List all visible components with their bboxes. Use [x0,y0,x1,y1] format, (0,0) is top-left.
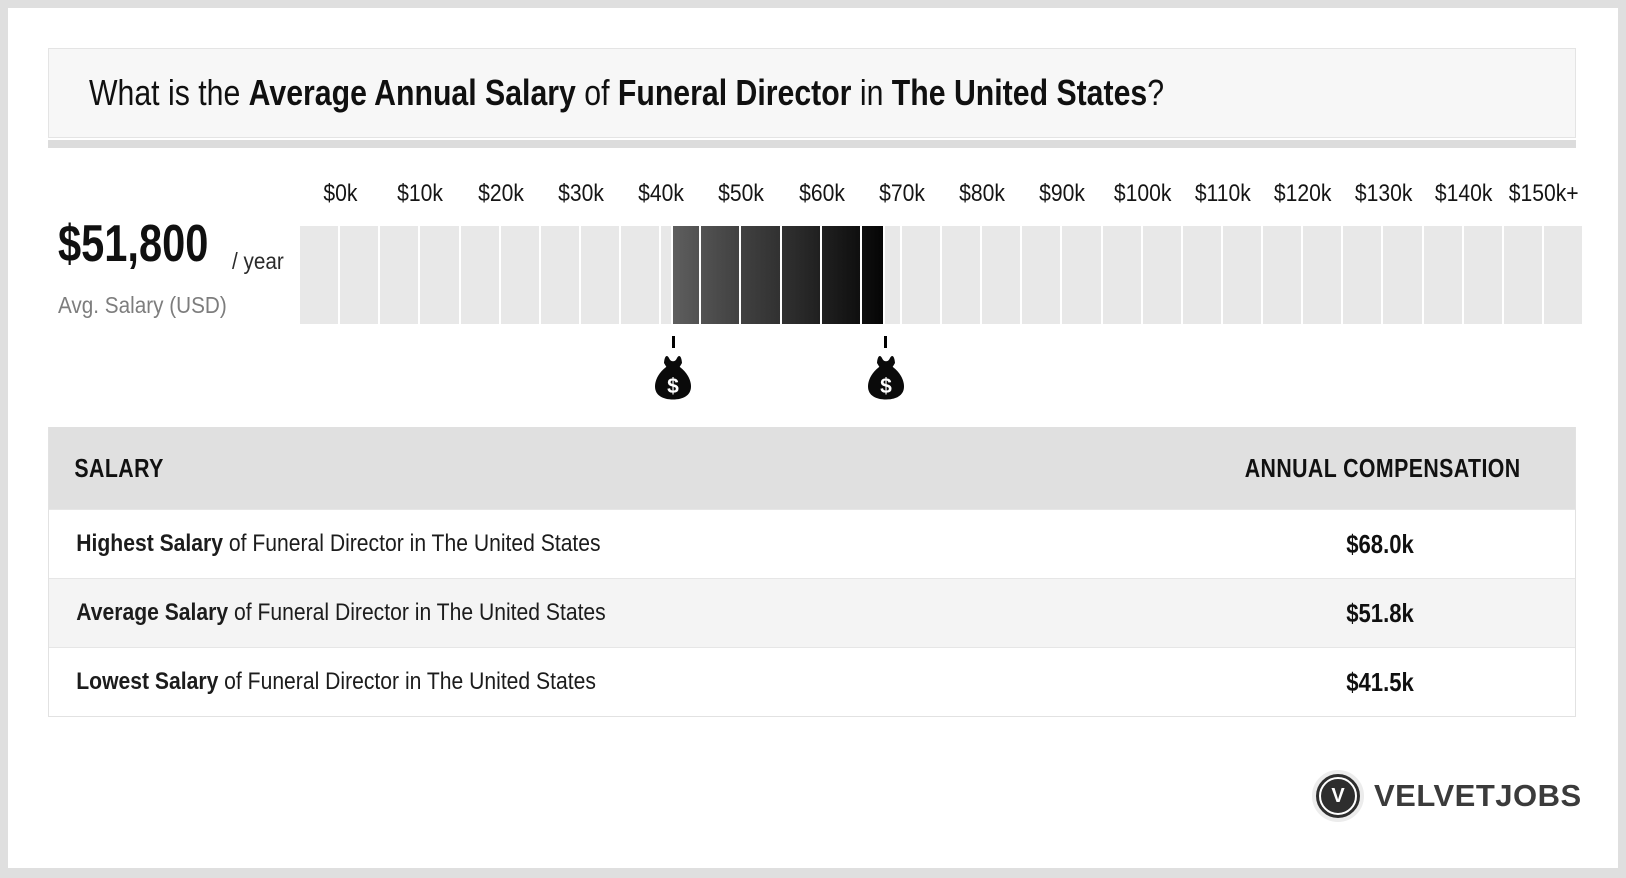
scale-segment-highlight [821,226,860,324]
scale-segment [1062,226,1101,324]
header-annual-compensation: ANNUAL COMPENSATION [1244,452,1521,483]
axis-tick-text: $150k+ [1508,180,1579,207]
marker-tick [884,336,888,348]
page-title-part: in [851,72,892,113]
scale-segment [460,226,499,324]
logo-text: VELVETJOBS [1374,778,1582,813]
scale-segment [580,226,619,324]
table-header-row: SALARY ANNUAL COMPENSATION [49,427,1575,509]
salary-table: SALARY ANNUAL COMPENSATION Highest Salar… [48,427,1576,717]
row-label-text: of Funeral Director in The United States [223,530,601,557]
scale-segment [861,226,900,324]
scale-segment [1423,226,1462,324]
row-label-emphasis: Highest Salary [76,530,224,557]
axis-tick-text: $30k [557,180,604,207]
row-label-text: of Funeral Director in The United States [228,599,606,626]
table-body: Highest Salary of Funeral Director in Th… [49,509,1575,716]
brand-logo: V VELVETJOBS [1312,770,1582,822]
scale-segment [1142,226,1181,324]
page-title-part: What is the [89,72,249,113]
axis-tick-text: $130k [1354,180,1413,207]
scale-segment [1503,226,1542,324]
title-box: What is the Average Annual Salary of Fun… [48,48,1576,138]
scale-segment [1343,226,1382,324]
scale-segment [1463,226,1502,324]
scale-segment [1182,226,1221,324]
row-value: $68.0k [1346,528,1414,559]
money-bag-icon: $ [867,356,904,400]
money-bag-icon: $ [655,356,692,400]
scale-segment-highlight-part [672,226,700,324]
table-row: Highest Salary of Funeral Director in Th… [49,509,1575,578]
page-title-part: ? [1147,72,1165,113]
axis-tick-text: $100k [1113,180,1172,207]
svg-text:$: $ [880,375,892,398]
svg-text:$: $ [667,375,679,398]
axis-tick-text: $0k [323,180,358,207]
logo-v-icon: V [1331,784,1345,807]
scale-segment [500,226,539,324]
scale-segment [621,226,660,324]
axis-tick-text: $90k [1039,180,1086,207]
infographic-card: What is the Average Annual Salary of Fun… [8,8,1618,868]
salary-scale-chart: $0k $10k $20k $30k $40k $50k $60k $70k $80k $90k $… [300,180,1584,420]
scale-segment-light-part [884,226,900,324]
table-row: Lowest Salary of Funeral Director in The… [49,647,1575,716]
scale-segment [380,226,419,324]
axis-tick-text: $80k [959,180,1006,207]
scale-segment [901,226,940,324]
row-label-emphasis: Average Salary [76,599,229,626]
scale-segment-highlight [781,226,820,324]
scale-segment [661,226,700,324]
scale-segment [540,226,579,324]
scale-segment [340,226,379,324]
scale-segment [1263,226,1302,324]
axis-tick-text: $50k [718,180,765,207]
axis-tick-text: $60k [798,180,845,207]
scale-band [300,226,1584,324]
scale-segment [1383,226,1422,324]
scale-segment [1222,226,1261,324]
avg-salary-amount: $51,800 [58,215,209,273]
title-box-shadow [48,140,1576,148]
axis-tick-text: $20k [477,180,524,207]
axis-tick-text: $140k [1434,180,1493,207]
table-row: Average Salary of Funeral Director in Th… [49,578,1575,647]
row-label: Lowest Salary of Funeral Director in The… [49,668,1075,696]
page-title-part: Funeral Director [617,72,852,113]
avg-salary-per-label: / year [232,248,284,274]
scale-segment-highlight [741,226,780,324]
scale-segment [1303,226,1342,324]
scale-segment-highlight-part [861,226,883,324]
scale-segment [1543,226,1582,324]
row-label-text: of Funeral Director in The United States [218,668,596,695]
logo-circle-icon: V [1312,770,1364,822]
scale-segment [942,226,981,324]
axis-tick-text: $40k [638,180,685,207]
axis-tick-text: $10k [397,180,444,207]
scale-segment [1022,226,1061,324]
row-label: Highest Salary of Funeral Director in Th… [49,530,1075,558]
page-title: What is the Average Annual Salary of Fun… [89,72,1164,114]
page-title-part: The United States [891,72,1148,113]
row-value: $41.5k [1346,666,1414,697]
page-title-part: of [575,72,618,113]
axis-tick-text: $70k [878,180,925,207]
row-label-emphasis: Lowest Salary [76,668,219,695]
scale-segment-light-part [661,226,671,324]
row-value: $51.8k [1346,597,1414,628]
marker-tick [671,336,675,348]
scale-segment [300,226,339,324]
row-label: Average Salary of Funeral Director in Th… [49,599,1075,627]
scale-segment-highlight [701,226,740,324]
scale-segment [420,226,459,324]
axis-tick-text: $110k [1194,180,1251,207]
page-title-part: Average Annual Salary [248,72,576,113]
scale-segment [982,226,1021,324]
avg-salary-caption: Avg. Salary (USD) [58,292,227,318]
scale-segment [1102,226,1141,324]
header-salary: SALARY [74,452,164,483]
axis-tick-text: $120k [1274,180,1332,207]
